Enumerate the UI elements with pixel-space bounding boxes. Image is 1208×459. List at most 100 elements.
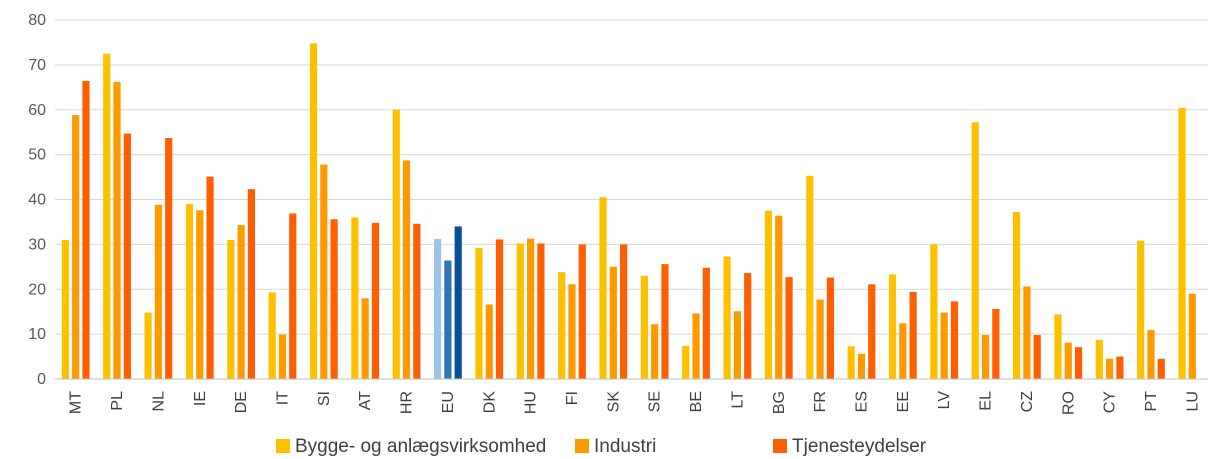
bar-lu-series-2	[1188, 293, 1196, 379]
x-category-label: RO	[1060, 391, 1077, 415]
legend-label: Industri	[594, 436, 656, 457]
y-tick-label: 10	[28, 326, 46, 343]
bar-de-series-3	[247, 189, 256, 379]
x-category-label: HR	[399, 391, 416, 414]
bar-sk-series-3	[620, 244, 628, 380]
bar-pl-series-3	[123, 133, 131, 379]
bar-cy-series-3	[1116, 356, 1124, 379]
x-category-label: EL	[978, 391, 995, 411]
legend-swatch	[773, 439, 787, 453]
bar-ee-series-2	[899, 323, 907, 379]
y-tick-label: 40	[28, 192, 46, 209]
bar-dk-series-3	[495, 239, 504, 379]
bar-pt-series-2	[1147, 330, 1155, 379]
bar-si-series-2	[320, 164, 328, 379]
x-category-label: LU	[1184, 391, 1201, 411]
x-category-label: CZ	[1019, 391, 1036, 413]
x-category-label: LV	[936, 391, 953, 410]
bar-lt-series-3	[744, 273, 752, 379]
legend-label: Bygge- og anlægsvirksomhed	[295, 436, 546, 457]
bar-pt-series-3	[1157, 358, 1165, 379]
bar-lt-series-1	[723, 256, 731, 379]
bar-hr-series-3	[413, 223, 421, 379]
legend-swatch	[575, 439, 589, 453]
bar-de-series-2	[237, 225, 245, 379]
x-category-label: LT	[729, 391, 746, 409]
x-category-label: BG	[771, 391, 788, 414]
x-category-label: IT	[274, 391, 291, 405]
bar-be-series-2	[692, 313, 700, 379]
bar-lv-series-2	[940, 312, 948, 379]
bar-es-series-1	[847, 346, 855, 379]
legend-item: Bygge- og anlægsvirksomhed	[276, 436, 546, 457]
bar-lu-series-1	[1178, 107, 1186, 379]
x-category-label: SE	[647, 391, 664, 412]
legend: Bygge- og anlægsvirksomhed Industri Tjenes…	[276, 436, 927, 457]
x-category-label: SI	[316, 391, 333, 406]
bar-lt-series-2	[733, 311, 741, 379]
bar-es-series-2	[857, 353, 866, 379]
bar-nl-series-1	[144, 312, 152, 379]
bar-pl-series-2	[113, 81, 121, 380]
y-tick-label: 50	[28, 147, 46, 164]
bar-cy-series-2	[1106, 358, 1114, 379]
bar-se-series-2	[651, 324, 659, 379]
bar-at-series-2	[361, 298, 369, 379]
gridlines	[55, 19, 1208, 335]
bar-pl-series-1	[103, 53, 111, 379]
bar-ro-series-1	[1054, 314, 1062, 379]
bar-lv-series-1	[930, 244, 938, 380]
x-category-label: PL	[109, 391, 126, 411]
x-category-label: SK	[605, 391, 622, 413]
x-category-label: DE	[233, 391, 250, 413]
x-axis-category-labels: MT PL NL IE DE IT SI AT HR EU DK HU FI SK SE BE LT BG FR ES…	[68, 391, 1202, 415]
bars	[61, 43, 1196, 380]
bar-mt-series-3	[82, 81, 90, 379]
bar-si-series-3	[330, 219, 338, 379]
bar-eu-series-3	[454, 226, 462, 379]
bar-cy-series-1	[1095, 339, 1103, 379]
bar-ro-series-3	[1074, 347, 1083, 379]
bar-it-series-3	[289, 213, 297, 379]
bar-de-series-1	[227, 239, 235, 379]
bar-at-series-3	[371, 222, 380, 379]
bar-es-series-3	[868, 284, 876, 379]
y-tick-label: 60	[28, 102, 46, 119]
x-category-label: EU	[440, 391, 457, 413]
legend-item: Industri	[575, 436, 656, 457]
legend-item: Tjenesteydelser	[773, 436, 927, 457]
bar-cz-series-3	[1033, 335, 1041, 379]
bar-bg-series-3	[785, 277, 793, 379]
y-tick-label: 30	[28, 236, 46, 253]
bar-it-series-2	[278, 334, 287, 379]
bar-lv-series-3	[950, 301, 959, 379]
bar-fr-series-1	[806, 175, 814, 379]
x-category-label: BE	[688, 391, 705, 412]
bar-fi-series-2	[568, 284, 576, 379]
bar-ie-series-3	[206, 176, 214, 379]
x-category-label: EE	[895, 391, 912, 412]
bar-ee-series-3	[909, 291, 917, 379]
bar-hr-series-1	[392, 109, 400, 379]
bar-ro-series-2	[1064, 342, 1072, 379]
y-tick-label: 80	[28, 12, 46, 29]
bar-cz-series-1	[1012, 212, 1021, 379]
bar-it-series-1	[268, 292, 276, 379]
bar-dk-series-2	[485, 304, 493, 379]
bar-bg-series-1	[764, 210, 773, 379]
x-category-label: CY	[1102, 391, 1119, 414]
bar-be-series-1	[682, 345, 690, 379]
bar-hu-series-2	[527, 238, 535, 379]
x-category-label: ES	[853, 391, 870, 412]
bar-bg-series-2	[775, 215, 783, 379]
x-category-label: DK	[481, 391, 498, 414]
x-category-label: MT	[68, 391, 85, 414]
bar-fr-series-2	[816, 299, 824, 379]
bar-pt-series-1	[1137, 240, 1145, 379]
bar-ie-series-1	[185, 203, 194, 379]
bar-hu-series-1	[516, 243, 524, 379]
x-category-label: AT	[357, 391, 374, 410]
bar-el-series-3	[992, 309, 1000, 379]
x-category-label: FI	[564, 391, 581, 405]
bar-eu-series-1	[433, 238, 442, 379]
